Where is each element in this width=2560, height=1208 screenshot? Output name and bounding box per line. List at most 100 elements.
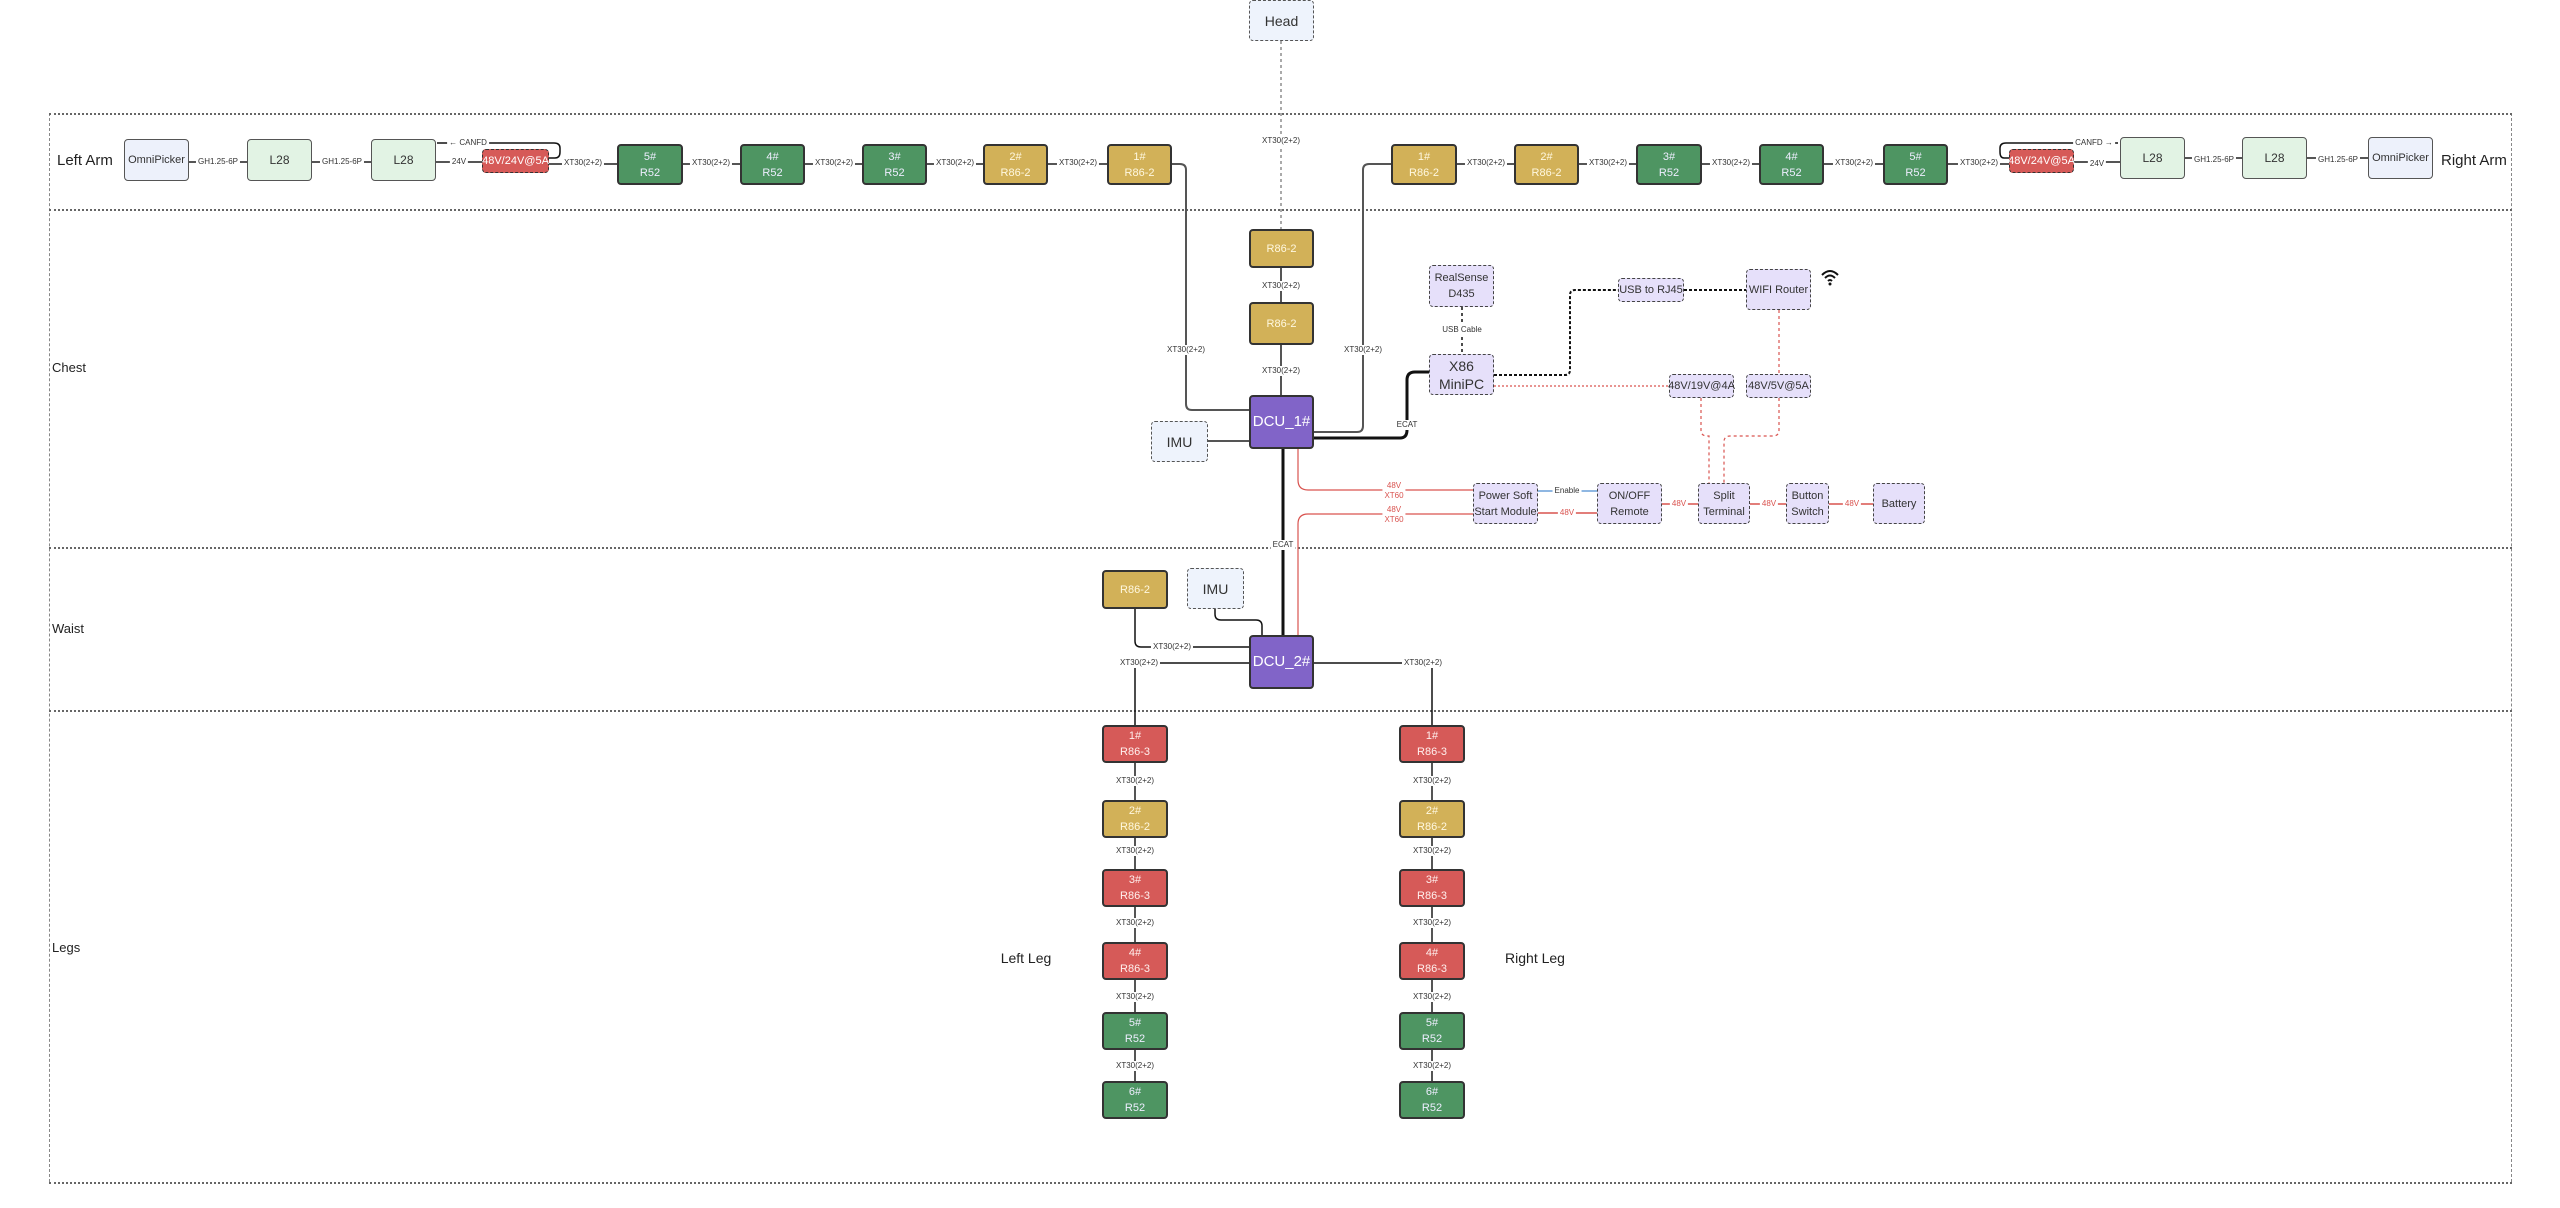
node-text: R86-2 [1266,242,1297,255]
node-la-3: 3# R52 [862,144,927,185]
node-imu1: IMU [1151,421,1208,462]
wire-imu2 [1214,609,1263,635]
node-text: IMU [1202,580,1229,597]
node-la-2: 2# R86-2 [983,144,1048,185]
connector-label-rl-x1: XT30(2+2) [1410,776,1454,786]
connector-label-la-x2: XT30(2+2) [689,158,733,168]
node-text: R86-2 [1531,166,1562,179]
node-la-l28a: L28 [247,139,312,181]
node-text: 6# [1425,1086,1439,1098]
node-text: 48V/24V@5A [482,155,549,167]
node-text: 3# [1662,150,1676,163]
node-text: R86-3 [1120,963,1150,975]
connector-label-ra-x2: XT30(2+2) [1586,158,1630,168]
connector-label-chest-lx: XT30(2+2) [1164,345,1208,355]
node-text: 3# [1425,874,1439,886]
node-text: ON/OFF [1608,489,1651,502]
node-wifi-router: WIFI Router [1746,269,1811,310]
connector-label-chest-rx: XT30(2+2) [1341,345,1385,355]
node-ra-4: 4# R52 [1759,144,1824,185]
node-rl-1: 1# R86-3 [1399,725,1465,763]
node-onoff: ON/OFF Remote [1597,483,1662,524]
node-text: 5# [1909,150,1922,163]
node-text: 2# [1540,150,1553,163]
node-text: R86-2 [1000,166,1031,179]
connector-label-ecat1: ECAT [1394,420,1420,430]
wire-ecat-x86 [1314,370,1429,440]
connector-label-la-canfd: ← CANFD [447,138,489,148]
wire-conv-split [1700,398,1780,483]
wire-power-dcu1 [1297,449,1473,491]
node-conv-19v: 48V/19V@4A [1668,374,1735,398]
connector-label-la-gh1: GH1.25-6P [195,157,241,167]
connector-label-p-48f: 48V [1842,499,1862,509]
node-text: Start Module [1474,505,1537,518]
wifi-icon [1820,268,1840,291]
node-text: Power Soft [1478,489,1533,502]
node-text: R52 [1421,1033,1443,1045]
node-realsense: RealSense D435 [1429,265,1494,307]
node-ra-l28a: L28 [2120,137,2185,179]
row-label-left-arm: Left Arm [57,152,113,169]
node-text: Switch [1791,505,1824,518]
node-x86: X86 MiniPC [1429,354,1494,395]
connector-label-rl-x3: XT30(2+2) [1410,918,1454,928]
node-rl-4: 4# R86-3 [1399,942,1465,980]
node-text: 48V/24V@5A [2008,155,2075,167]
node-text: R86-3 [1417,890,1447,902]
connector-label-w-x2: XT30(2+2) [1117,658,1161,668]
node-text: L28 [2142,151,2163,165]
node-rl-5: 5# R52 [1399,1012,1465,1050]
connector-label-la-x1: XT30(2+2) [561,158,605,168]
node-text: 6# [1128,1086,1142,1098]
connector-label-la-x3: XT30(2+2) [812,158,856,168]
node-text: R86-2 [1266,317,1297,330]
node-ll-5: 5# R52 [1102,1012,1168,1050]
connector-label-p-48a: 48V XT60 [1382,481,1406,501]
connector-label-la-x5: XT30(2+2) [1056,158,1100,168]
wire-legs [1134,763,1433,1081]
connector-label-p-48b: 48V XT60 [1382,505,1406,525]
node-ll-2: 2# R86-2 [1102,800,1168,838]
connector-label-w-x1: XT30(2+2) [1150,642,1194,652]
node-text: L28 [393,153,414,167]
node-text: R86-3 [1120,746,1150,758]
node-rl-6: 6# R52 [1399,1081,1465,1119]
node-la-l28b: L28 [371,139,436,181]
wire-right-canfd [1999,142,2118,159]
node-text: 48V/19V@4A [1668,380,1735,392]
connector-label-p-48c: 48V [1557,508,1577,518]
node-text: 1# [1425,730,1439,742]
node-text: 2# [1425,805,1439,817]
node-soft-start: Power Soft Start Module [1473,483,1538,524]
node-la-omni: OmniPicker [124,139,189,181]
node-text: WIFI Router [1748,283,1809,296]
node-text: 1# [1133,150,1146,163]
node-text: Remote [1610,505,1649,518]
wire-left-canfd [437,142,561,159]
node-text: 4# [1425,947,1439,959]
wire-power-dcu2 [1297,513,1473,635]
row-label-chest: Chest [52,360,86,375]
connector-label-p-48e: 48V [1759,499,1779,509]
node-la-5: 5# R52 [617,144,683,185]
node-text: L28 [269,153,290,167]
connector-label-ra-x4: XT30(2+2) [1832,158,1876,168]
node-ra-1: 1# R86-2 [1391,144,1457,185]
node-text: L28 [2264,151,2285,165]
row-label-right-arm: Right Arm [2441,152,2507,169]
node-text: 4# [766,150,779,163]
node-split: Split Terminal [1698,483,1750,524]
node-text: Head [1264,12,1299,29]
node-text: OmniPicker [2372,152,2429,164]
node-rl-3: 3# R86-3 [1399,869,1465,907]
node-la-4: 4# R52 [740,144,805,185]
node-ra-pwr: 48V/24V@5A [2008,149,2075,173]
node-text: 2# [1009,150,1022,163]
node-text: 5# [1128,1017,1142,1029]
node-ra-3: 3# R52 [1636,144,1702,185]
connector-label-rl-x2: XT30(2+2) [1410,846,1454,856]
node-text: 5# [643,150,657,163]
connector-label-head-x: XT30(2+2) [1259,136,1303,146]
